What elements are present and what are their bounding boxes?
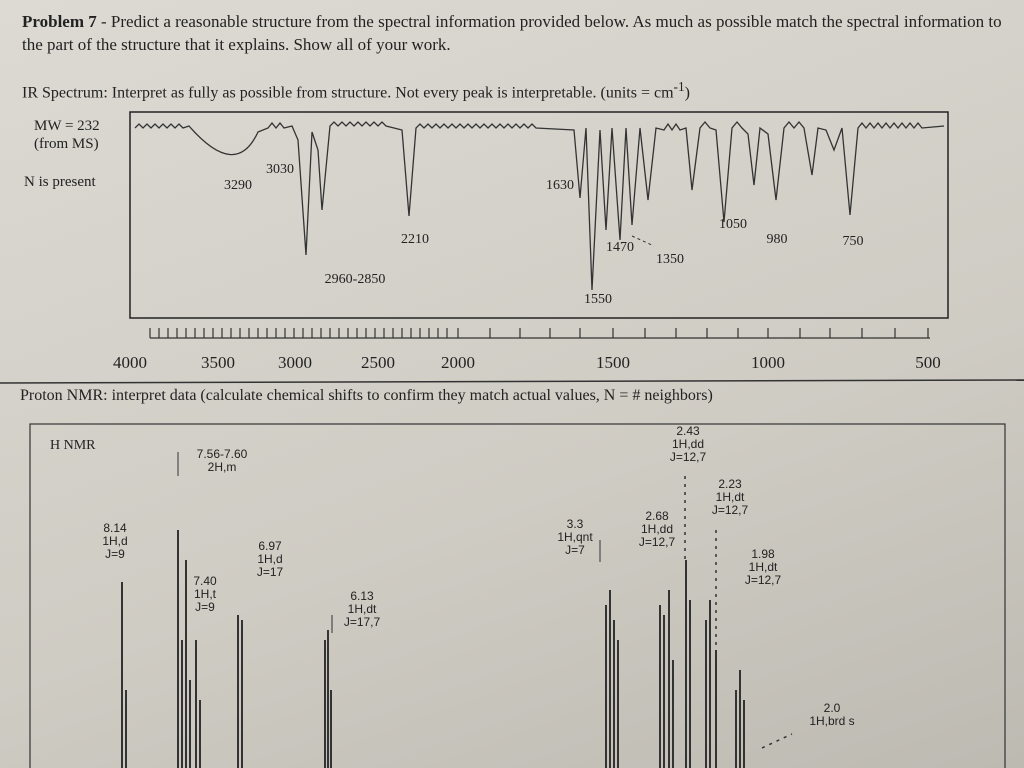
ir-axis-ticks bbox=[149, 328, 930, 339]
ir-axis-label: 3500 bbox=[201, 353, 235, 372]
problem-statement: Problem 7 - Predict a reasonable structu… bbox=[22, 10, 1012, 56]
nmr-peak-line: 1.98 bbox=[751, 547, 775, 561]
ir-peak-label: 1050 bbox=[719, 217, 747, 232]
ir-note: N is present bbox=[24, 174, 96, 190]
nmr-peak-label: 2.68 1H,dd J=12,7 bbox=[639, 510, 675, 549]
nmr-peak-line: 6.13 bbox=[350, 589, 374, 603]
ir-peak-label: 980 bbox=[766, 232, 788, 247]
nmr-peak-line: 8.14 bbox=[103, 521, 127, 535]
ir-axis-label: 3000 bbox=[278, 353, 312, 372]
ir-title: IR Spectrum: Interpret as fully as possi… bbox=[22, 79, 690, 102]
nmr-peak-line: 2.68 bbox=[645, 509, 669, 523]
ir-axis-label: 4000 bbox=[113, 353, 147, 372]
nmr-peak-line: J=17 bbox=[256, 565, 284, 579]
nmr-peak-line: 7.40 bbox=[193, 574, 217, 588]
nmr-peak-line: 1H,d bbox=[257, 552, 283, 566]
instructions: - Predict a reasonable structure from th… bbox=[22, 12, 1002, 54]
nmr-peak-line: 2.0 bbox=[823, 701, 841, 715]
ir-peak-label: 2210 bbox=[401, 232, 429, 247]
ir-axis-label: 2000 bbox=[441, 353, 475, 372]
ir-axis-label: 1000 bbox=[751, 353, 785, 372]
ir-peak-label: 3030 bbox=[266, 162, 294, 177]
ir-peak-label: 750 bbox=[842, 234, 864, 249]
nmr-peak-line: 1H,qnt bbox=[557, 530, 593, 544]
nmr-peak-line: J=12,7 bbox=[638, 535, 676, 549]
nmr-peak-line: 2.43 bbox=[676, 424, 700, 438]
nmr-peak-label: 6.13 1H,dt J=17,7 bbox=[344, 590, 380, 629]
nmr-peak-line: 1H,dt bbox=[347, 602, 377, 616]
ir-note: MW = 232 bbox=[34, 118, 100, 134]
ir-peak-label: 1470 bbox=[606, 240, 634, 255]
nmr-peak-line: J=7 bbox=[565, 543, 585, 557]
ir-peak-label: 1350 bbox=[656, 252, 684, 267]
ir-peak-label: 1630 bbox=[546, 178, 574, 193]
ir-title-end: ) bbox=[684, 84, 690, 102]
nmr-peak-line: 1H,t bbox=[193, 587, 217, 601]
nmr-peak-label: 2.43 1H,dd J=12,7 bbox=[670, 425, 706, 464]
nmr-peak-label: 2.23 1H,dt J=12,7 bbox=[712, 478, 748, 517]
nmr-peak-line: 1H,d bbox=[102, 534, 128, 548]
ir-title-text: IR Spectrum: Interpret as fully as possi… bbox=[22, 84, 674, 102]
ir-pointer bbox=[631, 235, 655, 247]
nmr-peak-line: J=9 bbox=[105, 547, 125, 561]
nmr-peak-line: 1H,dd bbox=[671, 437, 705, 451]
ir-peak-label: 3290 bbox=[224, 178, 252, 193]
ir-peak-label: 2960-2850 bbox=[324, 272, 386, 287]
nmr-peak-line: 1H,dt bbox=[715, 490, 745, 504]
nmr-peak-label: 7.56-7.60 2H,m bbox=[197, 448, 248, 474]
nmr-peak-label: 2.0 1H,brd s bbox=[809, 702, 854, 728]
nmr-peak-line: J=12,7 bbox=[669, 450, 707, 464]
nmr-peak-line: 7.56-7.60 bbox=[196, 447, 248, 461]
nmr-peak-line: 3.3 bbox=[566, 517, 584, 531]
ir-title-sup: -1 bbox=[673, 79, 685, 94]
nmr-leaders bbox=[177, 452, 601, 633]
nmr-peak-label: 6.97 1H,d J=17 bbox=[257, 540, 283, 579]
nmr-peak-label: 3.3 1H,qnt J=7 bbox=[557, 518, 592, 557]
ir-axis-label: 2500 bbox=[361, 353, 395, 372]
ir-axis-label: 500 bbox=[915, 353, 941, 372]
nmr-peak-label: 7.40 1H,t J=9 bbox=[193, 575, 216, 614]
nmr-peak-line: 2H,m bbox=[207, 460, 237, 474]
nmr-peak-line: J=17,7 bbox=[343, 615, 381, 629]
ir-axis-label: 1500 bbox=[596, 353, 630, 372]
nmr-peak-line: J=9 bbox=[195, 600, 215, 614]
nmr-peak-line: 1H,dt bbox=[748, 560, 778, 574]
nmr-peak-label: 1.98 1H,dt J=12,7 bbox=[745, 548, 781, 587]
nmr-peaks bbox=[121, 530, 745, 768]
divider bbox=[0, 379, 1024, 384]
nmr-peak-line: 2.23 bbox=[718, 477, 742, 491]
nmr-peak-label: 8.14 1H,d J=9 bbox=[102, 522, 127, 561]
nmr-label: H NMR bbox=[50, 438, 96, 453]
ir-note: (from MS) bbox=[34, 136, 99, 152]
nmr-frame bbox=[29, 423, 1006, 768]
nmr-peak-line: 6.97 bbox=[258, 539, 282, 553]
ir-peak-label: 1550 bbox=[584, 292, 612, 307]
ir-frame bbox=[129, 111, 949, 319]
nmr-peak-line: J=12,7 bbox=[744, 573, 782, 587]
nmr-peak-line: 1H,brd s bbox=[809, 714, 855, 728]
nmr-pointers bbox=[684, 476, 793, 749]
nmr-peak-line: 1H,dd bbox=[640, 522, 674, 536]
nmr-title: Proton NMR: interpret data (calculate ch… bbox=[20, 387, 713, 404]
problem-number: Problem 7 bbox=[22, 12, 97, 31]
nmr-peak-line: J=12,7 bbox=[711, 503, 749, 517]
ir-trace bbox=[134, 120, 945, 291]
